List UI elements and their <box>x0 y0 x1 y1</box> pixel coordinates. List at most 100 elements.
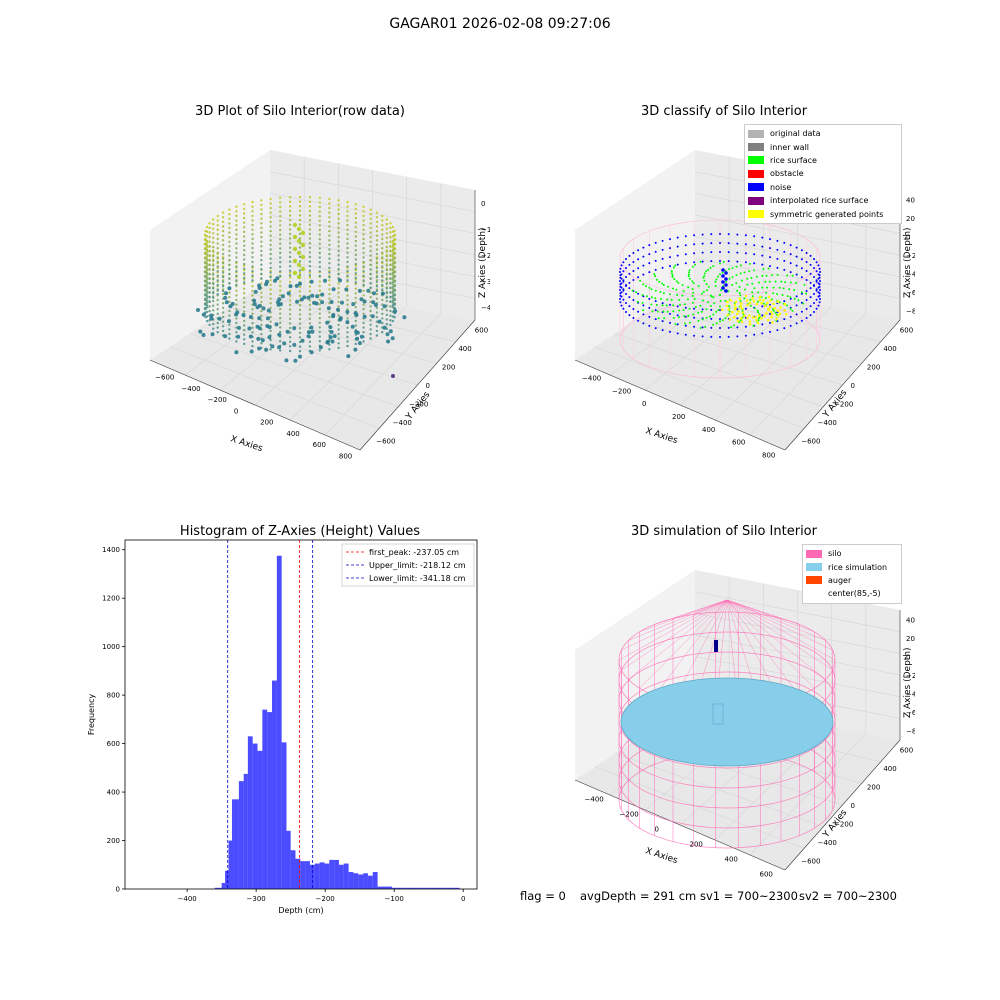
raw-data-point <box>375 266 379 270</box>
raw-data-point <box>208 231 211 234</box>
raw-data-point <box>362 308 365 311</box>
raw-data-point <box>346 340 349 343</box>
raw-data-point <box>308 276 312 279</box>
histogram-bar <box>430 887 436 889</box>
x-tick-label: 0 <box>461 895 465 903</box>
rice-surface-point <box>694 306 697 308</box>
raw-data-point <box>216 247 219 250</box>
histogram-bar <box>334 859 339 889</box>
raw-data-point <box>288 317 292 320</box>
raw-data-point <box>391 281 395 284</box>
raw-data-point <box>391 244 395 247</box>
z-tick-label: 400 <box>906 616 915 624</box>
raw-data-point <box>205 281 209 284</box>
rice-surface-point <box>715 278 718 281</box>
raw-data-point <box>354 221 357 224</box>
noise-point <box>753 253 756 256</box>
raw-data-point <box>346 274 349 277</box>
raw-data-point <box>251 274 254 277</box>
raw-data-point <box>381 331 384 334</box>
raw-data-point <box>346 269 349 273</box>
raw-data-point <box>221 220 225 224</box>
raw-obstacle-point <box>296 250 302 256</box>
noise-point <box>719 336 721 338</box>
rice-surface-point <box>655 303 658 306</box>
noise-point <box>719 260 721 262</box>
noise-point <box>710 326 713 329</box>
y-axis-line <box>784 319 901 451</box>
raw-data-point <box>243 305 246 309</box>
raw-data-point <box>205 244 209 247</box>
raw-data-point <box>298 290 302 293</box>
raw-data-point <box>389 319 392 322</box>
raw-data-point <box>375 306 379 310</box>
rice-surface-point <box>657 317 660 320</box>
raw-data-point <box>389 286 392 289</box>
y-tick-label: 0 <box>851 802 855 810</box>
raw-data-point <box>337 342 340 345</box>
raw-data-point <box>346 294 349 297</box>
noise-point <box>684 306 687 309</box>
rice-surface-point <box>656 310 659 313</box>
symmetric-point <box>776 309 780 312</box>
raw-data-point <box>362 326 365 329</box>
rice-surface-point <box>636 300 639 303</box>
y-tick-label: 200 <box>867 783 880 791</box>
noise-point <box>795 264 798 267</box>
raw-data-point <box>318 326 321 329</box>
rice-surface-point <box>731 276 734 279</box>
raw-x-axis-label: X Axies <box>229 434 264 454</box>
raw-data-point <box>269 252 272 256</box>
raw-data-point <box>288 349 292 353</box>
raw-floor-point <box>390 336 395 341</box>
raw-data-point <box>208 258 211 262</box>
raw-data-point <box>381 321 384 325</box>
symmetric-point <box>778 312 782 316</box>
raw-data-point <box>212 287 215 290</box>
raw-data-point <box>235 233 238 236</box>
raw-data-point <box>260 323 263 327</box>
noise-point <box>654 309 657 312</box>
histogram-bar <box>421 887 426 889</box>
raw-data-point <box>260 277 263 280</box>
symmetric-point <box>733 303 737 307</box>
noise-point <box>795 273 798 276</box>
raw-data-point <box>369 332 372 336</box>
raw-data-point <box>389 272 392 276</box>
rice-surface-point <box>677 281 680 284</box>
histogram-bar <box>262 709 268 889</box>
raw-data-point <box>318 317 321 320</box>
raw-data-point <box>216 308 219 311</box>
raw-data-point <box>204 308 207 311</box>
symmetric-point <box>744 294 748 298</box>
raw-data-point <box>221 229 225 233</box>
raw-data-point <box>235 242 238 245</box>
raw-data-point <box>228 337 231 340</box>
noise-point <box>684 324 687 327</box>
legend-entry: symmetric generated points <box>748 207 898 220</box>
symmetric-point <box>765 311 768 315</box>
raw-data-point <box>243 338 246 341</box>
raw-data-point <box>369 208 372 211</box>
rice-surface-point <box>803 283 806 286</box>
symmetric-point <box>763 304 767 308</box>
noise-point <box>693 234 696 237</box>
symmetric-point <box>739 316 743 320</box>
raw-data-point <box>385 255 388 258</box>
rice-surface-point <box>774 280 777 283</box>
raw-data-point <box>235 265 238 268</box>
legend-entry: noise <box>748 181 898 194</box>
raw-data-point <box>269 279 272 282</box>
raw-data-point <box>208 281 211 285</box>
raw-data-point <box>288 299 292 302</box>
noise-point <box>789 324 792 327</box>
noise-cluster-point <box>724 271 728 275</box>
noise-point <box>661 248 664 251</box>
raw-data-point <box>228 259 231 262</box>
raw-data-point <box>337 332 340 336</box>
raw-floor-point <box>286 291 291 296</box>
symmetric-point <box>762 299 765 302</box>
raw-data-point <box>221 216 225 219</box>
raw-data-point <box>328 252 331 256</box>
raw-data-point <box>243 207 246 211</box>
